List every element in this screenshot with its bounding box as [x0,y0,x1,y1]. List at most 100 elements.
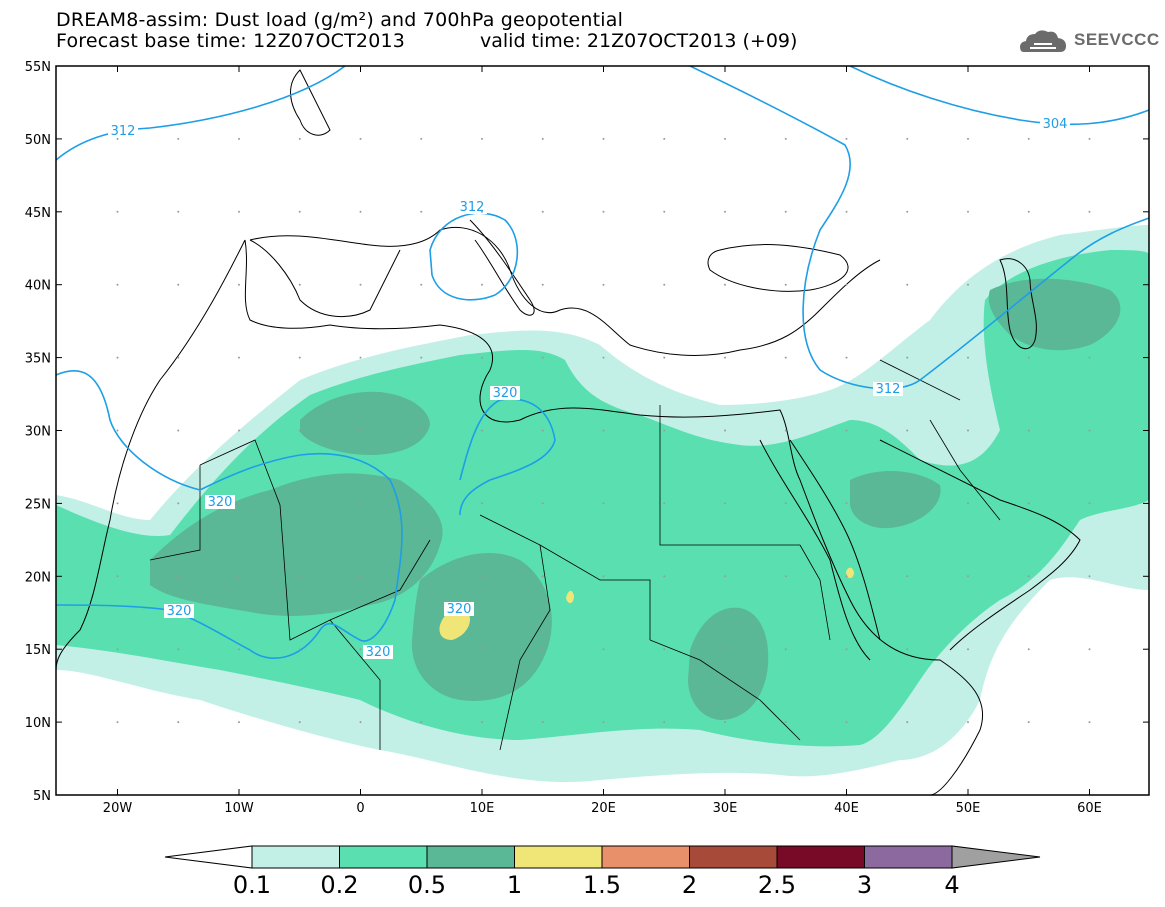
colorbar-label: 1 [507,871,522,899]
lat-label: 55N [25,60,51,75]
grid-dot [359,210,362,213]
grid-dot [359,137,362,140]
lon-label: 30E [713,801,738,816]
grid-dot [298,429,301,432]
grid-dot [784,210,787,213]
lat-label: 45N [25,206,51,221]
grid-dot [663,502,666,505]
grid-dot [602,648,605,651]
grid-dot [1027,648,1030,651]
grid-dot [420,502,423,505]
colorbar-label: 1.5 [583,871,621,899]
grid-dot [906,429,909,432]
grid-dot [420,575,423,578]
grid-dot [845,575,848,578]
dust-band-1-yemen [846,567,854,579]
grid-dot [967,283,969,286]
colorbar-segment [339,845,428,869]
colorbar-segment [601,845,690,869]
grid-dot [238,648,240,651]
grid-dot [906,137,909,140]
lat-label: 50N [25,133,51,148]
geopotential-contours [56,66,1149,659]
grid-dot [238,502,240,505]
grid-dot [724,283,726,286]
grid-dot [298,210,301,213]
grid-dot [359,721,362,724]
grid-dot [784,575,787,578]
contour-label: 320 [444,602,474,617]
svg-text:320: 320 [208,495,233,510]
grid-dot [1088,502,1091,505]
grid-dot [481,283,483,286]
grid-dot [116,429,119,432]
colorbar-segment [514,845,603,869]
svg-text:320: 320 [447,602,472,617]
grid-dot [177,575,180,578]
grid-dot [420,721,423,724]
grid-dot [784,283,787,286]
grid-dot [177,137,180,140]
grid-dot [784,356,787,359]
grid-dot [298,575,301,578]
grid-dot [177,648,180,651]
grid-dot [359,429,362,432]
contour-312-north [56,66,346,161]
grid-dot [663,575,666,578]
contour-label: 320 [363,645,393,660]
lat-label: 25N [25,497,51,512]
grid-dot [663,283,666,286]
arabia-coast [879,439,1081,651]
grid-dot [541,283,544,286]
grid-dot [177,502,180,505]
grid-dot [724,429,726,432]
grid-dot [481,429,483,432]
contour-304 [849,66,1149,126]
contour-label: 304 [1040,117,1070,132]
grid-dot [602,429,605,432]
grid-dot [845,356,848,359]
coastlines [56,69,1081,795]
grid-dot [420,356,423,359]
grid-dot [906,283,909,286]
grid-dot [541,575,544,578]
forecast-base-time: Forecast base time: 12Z07OCT2013 [56,30,406,52]
lat-label: 15N [25,643,51,658]
caspian-coast [999,258,1037,350]
grid-dot [724,502,726,505]
grid-dot [724,648,726,651]
grid-dot [481,137,483,140]
grid-dot [663,210,666,213]
grid-dot [1027,283,1030,286]
grid-dot [420,137,423,140]
grid-dot [602,502,605,505]
colorbar-under [164,845,253,869]
europe-coast [249,226,881,356]
grid-dot [481,575,483,578]
grid-dot [967,648,969,651]
grid-dot [784,429,787,432]
colorbar-label: 3 [857,871,872,899]
grid-dot [845,648,848,651]
svg-text:304: 304 [1043,117,1068,132]
cloud-logo-icon [1020,30,1066,52]
grid-dot [481,648,483,651]
grid-dot [420,429,423,432]
grid-dot [967,137,969,140]
grid-dot [481,721,483,724]
grid-dot [238,137,240,140]
grid-dot [724,575,726,578]
contour-label: 320 [164,604,194,619]
colorbar-segment [776,845,865,869]
grid-dot [359,356,362,359]
colorbar-over [951,845,1041,869]
grid-dot [845,283,848,286]
dust-band-0-5-caspian [988,278,1121,351]
colorbar-label: 4 [944,871,959,899]
grid-dot [116,283,119,286]
grid-dot [724,137,726,140]
grid-dot [602,283,605,286]
grid-dot [845,721,848,724]
colorbar-label: 0.5 [408,871,446,899]
